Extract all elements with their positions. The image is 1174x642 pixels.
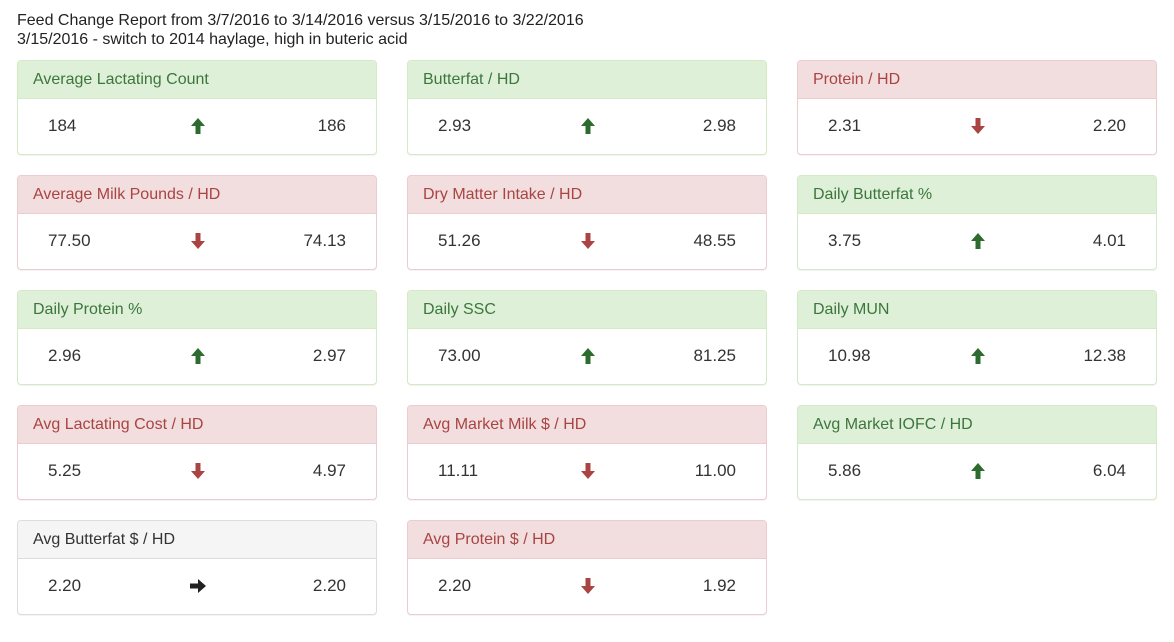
metric-panel-body: 5.25 4.97 — [18, 444, 376, 499]
metric-panel-body: 2.20 2.20 — [18, 559, 376, 614]
arrow-up-icon — [968, 231, 988, 251]
metric-panel-title: Avg Market IOFC / HD — [798, 406, 1156, 444]
report-title: Feed Change Report from 3/7/2016 to 3/14… — [17, 12, 584, 29]
arrow-down-icon — [188, 461, 208, 481]
metric-panel-title: Dry Matter Intake / HD — [408, 176, 766, 214]
metric-panel-body: 77.50 74.13 — [18, 214, 376, 269]
metric-value-after: 2.20 — [312, 576, 346, 595]
metric-panel-title: Butterfat / HD — [408, 61, 766, 99]
arrow-down-icon — [188, 231, 208, 251]
metric-value-before: 2.96 — [48, 346, 82, 365]
metric-panel: Avg Lactating Cost / HD 5.25 4.97 — [17, 405, 377, 500]
metric-panel-grid: Average Lactating Count 184 186 Butterfa… — [17, 60, 1157, 615]
report-header: Feed Change Report from 3/7/2016 to 3/14… — [17, 11, 584, 49]
metric-panel: Avg Market Milk $ / HD 11.11 11.00 — [407, 405, 767, 500]
metric-panel-body: 10.98 12.38 — [798, 329, 1156, 384]
metric-value-before: 5.86 — [828, 461, 862, 480]
metric-value-before: 2.20 — [438, 576, 472, 595]
metric-panel: Average Lactating Count 184 186 — [17, 60, 377, 155]
metric-panel-body: 2.31 2.20 — [798, 99, 1156, 154]
metric-panel: Daily Protein % 2.96 2.97 — [17, 290, 377, 385]
metric-panel-body: 51.26 48.55 — [408, 214, 766, 269]
arrow-up-icon — [188, 346, 208, 366]
metric-panel-body: 2.96 2.97 — [18, 329, 376, 384]
metric-panel-title: Average Milk Pounds / HD — [18, 176, 376, 214]
metric-value-after: 81.25 — [693, 346, 736, 365]
metric-value-after: 4.97 — [312, 461, 346, 480]
metric-value-after: 1.92 — [702, 576, 736, 595]
metric-value-before: 11.11 — [438, 461, 479, 480]
report-note: 3/15/2016 - switch to 2014 haylage, high… — [17, 31, 408, 48]
metric-panel-title: Daily Butterfat % — [798, 176, 1156, 214]
metric-panel: Dry Matter Intake / HD 51.26 48.55 — [407, 175, 767, 270]
metric-panel-title: Daily SSC — [408, 291, 766, 329]
arrow-up-icon — [968, 461, 988, 481]
arrow-right-icon — [188, 576, 208, 596]
metric-panel-title: Avg Protein $ / HD — [408, 521, 766, 559]
metric-panel-title: Protein / HD — [798, 61, 1156, 99]
metric-panel: Daily SSC 73.00 81.25 — [407, 290, 767, 385]
metric-panel-body: 184 186 — [18, 99, 376, 154]
metric-panel-title: Daily Protein % — [18, 291, 376, 329]
arrow-down-icon — [968, 116, 988, 136]
metric-panel: Butterfat / HD 2.93 2.98 — [407, 60, 767, 155]
metric-panel-title: Daily MUN — [798, 291, 1156, 329]
metric-value-before: 77.50 — [48, 231, 91, 250]
metric-panel-body: 5.86 6.04 — [798, 444, 1156, 499]
metric-value-after: 6.04 — [1092, 461, 1126, 480]
arrow-down-icon — [578, 461, 598, 481]
metric-panel-title: Average Lactating Count — [18, 61, 376, 99]
metric-panel-body: 11.11 11.00 — [408, 444, 766, 499]
metric-panel: Protein / HD 2.31 2.20 — [797, 60, 1157, 155]
metric-panel-title: Avg Butterfat $ / HD — [18, 521, 376, 559]
metric-panel: Avg Protein $ / HD 2.20 1.92 — [407, 520, 767, 615]
metric-panel-title: Avg Lactating Cost / HD — [18, 406, 376, 444]
metric-value-before: 73.00 — [438, 346, 481, 365]
arrow-up-icon — [578, 346, 598, 366]
metric-value-after: 12.38 — [1083, 346, 1126, 365]
metric-value-after: 48.55 — [693, 231, 736, 250]
metric-value-before: 2.31 — [828, 116, 862, 135]
metric-value-before: 3.75 — [828, 231, 862, 250]
metric-panel-body: 2.20 1.92 — [408, 559, 766, 614]
metric-value-after: 74.13 — [303, 231, 346, 250]
metric-panel: Avg Market IOFC / HD 5.86 6.04 — [797, 405, 1157, 500]
metric-value-after: 2.97 — [312, 346, 346, 365]
arrow-up-icon — [968, 346, 988, 366]
arrow-down-icon — [578, 576, 598, 596]
metric-panel: Avg Butterfat $ / HD 2.20 2.20 — [17, 520, 377, 615]
metric-panel: Average Milk Pounds / HD 77.50 74.13 — [17, 175, 377, 270]
metric-value-before: 51.26 — [438, 231, 481, 250]
metric-value-before: 2.20 — [48, 576, 82, 595]
arrow-up-icon — [578, 116, 598, 136]
metric-value-after: 4.01 — [1092, 231, 1126, 250]
metric-value-before: 184 — [48, 116, 77, 135]
metric-value-before: 10.98 — [828, 346, 871, 365]
metric-panel: Daily MUN 10.98 12.38 — [797, 290, 1157, 385]
metric-value-after: 2.20 — [1092, 116, 1126, 135]
arrow-up-icon — [188, 116, 208, 136]
metric-panel-body: 2.93 2.98 — [408, 99, 766, 154]
metric-value-before: 2.93 — [438, 116, 472, 135]
metric-panel-body: 73.00 81.25 — [408, 329, 766, 384]
metric-value-after: 2.98 — [702, 116, 736, 135]
metric-panel-body: 3.75 4.01 — [798, 214, 1156, 269]
metric-value-after: 11.00 — [694, 461, 736, 480]
arrow-down-icon — [578, 231, 598, 251]
metric-panel: Daily Butterfat % 3.75 4.01 — [797, 175, 1157, 270]
metric-value-after: 186 — [317, 116, 346, 135]
metric-panel-title: Avg Market Milk $ / HD — [408, 406, 766, 444]
metric-value-before: 5.25 — [48, 461, 82, 480]
